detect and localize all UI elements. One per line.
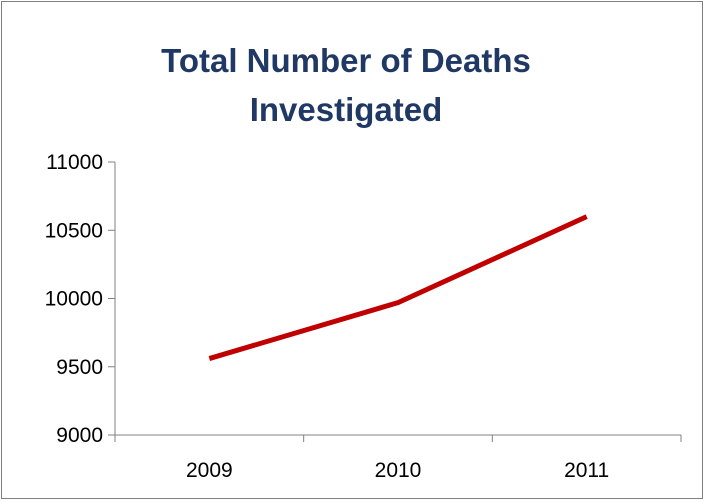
y-tick-label: 9500 <box>56 356 103 379</box>
chart-title-line-1: Total Number of Deaths <box>161 42 531 79</box>
y-tick-label: 9000 <box>56 424 103 447</box>
y-tick-label: 11000 <box>46 151 103 174</box>
x-tick-label: 2009 <box>186 459 233 482</box>
x-tick-label: 2011 <box>564 459 609 482</box>
y-tick-label: 10000 <box>45 288 103 311</box>
x-tick-label: 2010 <box>375 459 422 482</box>
chart-title: Total Number of Deaths Investigated <box>0 36 692 134</box>
y-tick-label: 10500 <box>45 219 103 242</box>
chart-title-line-2: Investigated <box>249 91 443 128</box>
series-line <box>208 214 588 361</box>
